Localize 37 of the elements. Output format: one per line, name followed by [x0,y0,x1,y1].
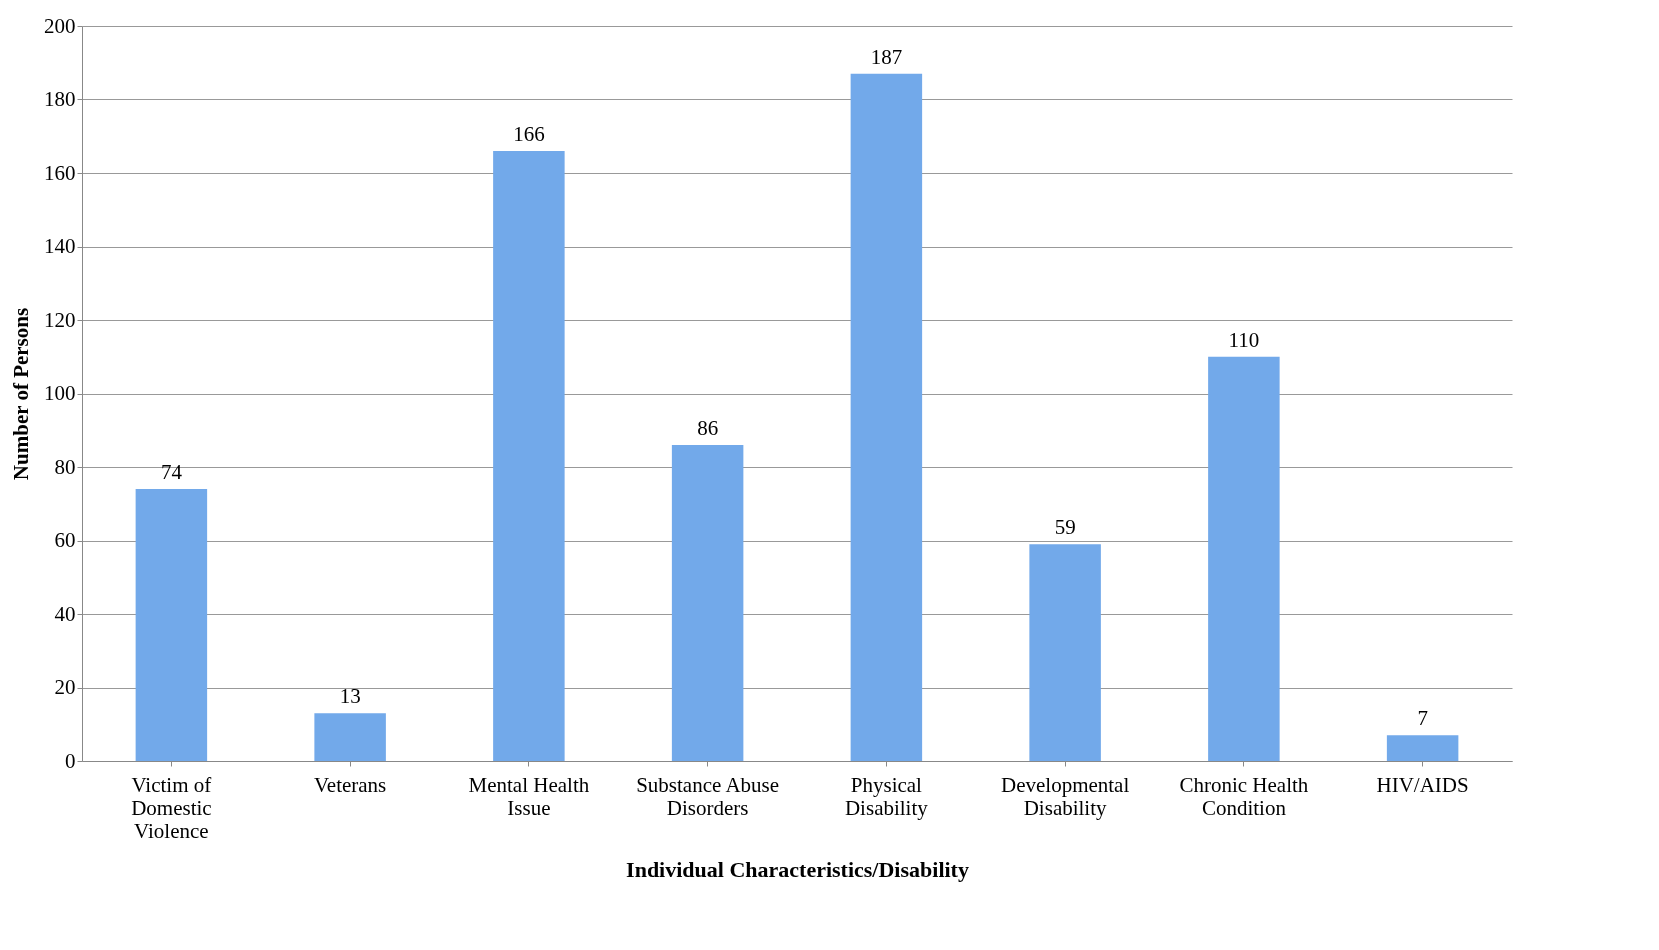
y-tick-label: 60 [54,528,76,552]
bar [314,713,386,761]
data-label: 7 [1417,706,1428,731]
bar [135,489,208,761]
x-tick-label: HIV/AIDS [1376,772,1469,797]
bar [1386,735,1459,761]
data-label: 86 [697,415,719,440]
y-tick-label: 100 [44,381,76,405]
bar [1029,544,1101,761]
x-tick-label: Developmental Disability [1000,772,1130,820]
data-label: 13 [339,684,361,709]
data-label: 110 [1228,327,1260,352]
data-label: 166 [513,121,545,146]
y-tick-label: 80 [54,454,76,479]
data-label: 74 [160,460,183,485]
x-tick-label: Mental Health Issue [468,772,590,820]
y-tick-label: 20 [54,675,76,699]
x-axis-title: Individual Characteristics/Disability [626,856,969,882]
y-tick-label: 200 [44,13,76,38]
y-axis-title: Number of Persons [9,307,33,481]
bar [850,73,923,761]
y-tick-label: 160 [44,160,76,185]
x-tick-label: Victim of Domestic Violence [131,772,212,843]
x-tick-label: Substance Abuse Disorders [636,772,780,820]
y-tick-label: 0 [65,748,76,773]
bar [493,150,565,761]
x-tick-label: Chronic Health Condition [1179,772,1309,820]
bar [671,444,744,761]
y-tick-label: 120 [44,307,76,332]
x-tick-label: Physical Disability [844,772,929,820]
bar [1208,356,1280,761]
y-tick-label: 140 [44,234,76,258]
y-tick-label: 180 [44,87,76,111]
data-label: 187 [870,44,903,69]
data-label: 59 [1054,515,1076,540]
x-tick-label: Veterans [313,772,387,797]
y-tick-label: 40 [54,601,76,626]
